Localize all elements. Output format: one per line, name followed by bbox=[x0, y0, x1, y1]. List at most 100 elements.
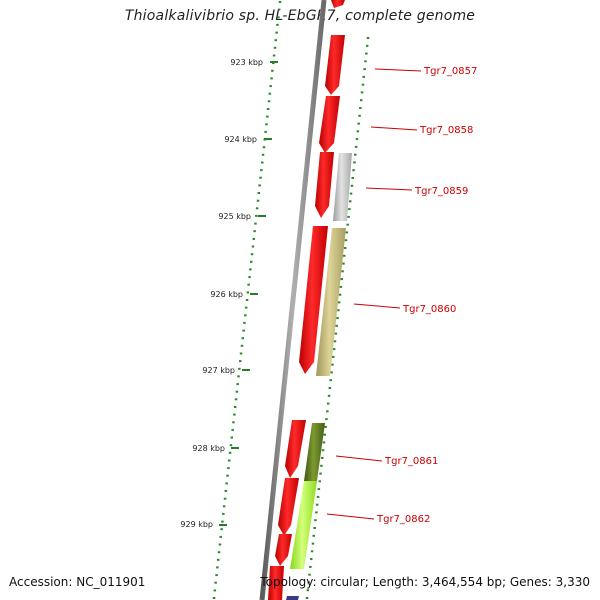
ruler-dot bbox=[338, 293, 342, 296]
ruler-dot bbox=[240, 344, 244, 347]
ruler-dot bbox=[249, 268, 252, 271]
gene-label[interactable]: Tgr7_0858 bbox=[419, 125, 473, 136]
ruler-dot bbox=[212, 597, 216, 599]
ruler-dot bbox=[219, 535, 222, 538]
gene-arrow[interactable] bbox=[275, 534, 292, 566]
ruler-dot bbox=[339, 285, 343, 288]
ruler-dot bbox=[261, 153, 265, 156]
ruler-dot bbox=[341, 270, 344, 273]
ruler-dot bbox=[241, 337, 244, 340]
ruler-dot bbox=[343, 254, 346, 257]
ruler-dotted-arc-inner bbox=[212, 1, 282, 599]
ruler-dot bbox=[232, 421, 235, 424]
cog-block[interactable] bbox=[316, 228, 346, 376]
ruler-dot bbox=[321, 457, 324, 459]
ruler-dot bbox=[266, 115, 269, 118]
ruler-dot bbox=[320, 464, 323, 467]
accession-label: Accession: NC_011901 bbox=[9, 575, 146, 589]
ruler-dot bbox=[333, 340, 337, 343]
gene-arrow[interactable] bbox=[285, 420, 306, 478]
ruler-dot bbox=[334, 332, 338, 335]
ruler-dot bbox=[349, 192, 353, 195]
ruler-tick-label: 927 kbp bbox=[202, 366, 235, 375]
ruler-dot bbox=[217, 558, 220, 561]
ruler-dot bbox=[234, 398, 238, 401]
ruler-dot bbox=[237, 375, 240, 378]
ruler-dot bbox=[344, 239, 348, 242]
ruler-dot bbox=[314, 519, 317, 522]
gene-arrow[interactable] bbox=[319, 96, 340, 153]
ruler-dot bbox=[337, 309, 340, 312]
gene-label[interactable]: Tgr7_0862 bbox=[376, 514, 430, 525]
ruler-dot bbox=[252, 237, 255, 240]
gene-arrow[interactable] bbox=[278, 478, 299, 536]
ruler-dot bbox=[340, 278, 343, 281]
gene-arrow[interactable] bbox=[299, 226, 328, 374]
gene-arrow[interactable] bbox=[268, 566, 284, 600]
ruler-dot bbox=[360, 91, 364, 94]
ruler-dot bbox=[325, 418, 328, 421]
ruler-dot bbox=[315, 503, 319, 506]
ruler-dot bbox=[360, 99, 363, 102]
kbp-ruler: 923 kbp 924 kbp 925 kbp 926 kbp 927 kbp … bbox=[180, 58, 278, 529]
cog-block[interactable] bbox=[333, 153, 352, 221]
ruler-dot bbox=[348, 208, 351, 211]
ruler-dot bbox=[354, 153, 357, 156]
ruler-dot bbox=[264, 130, 267, 133]
gene-label[interactable]: Tgr7_0857 bbox=[423, 66, 477, 77]
ruler-dot bbox=[349, 200, 352, 203]
ruler-dot bbox=[269, 85, 272, 88]
ruler-dot bbox=[310, 558, 313, 561]
gene-label[interactable]: Tgr7_0859 bbox=[414, 186, 468, 197]
gene-arrow[interactable] bbox=[331, 0, 345, 8]
ruler-dot bbox=[265, 123, 268, 126]
gene-label[interactable]: Tgr7_0860 bbox=[402, 304, 456, 315]
ruler-dot bbox=[228, 459, 231, 462]
ruler-dot bbox=[366, 37, 370, 39]
ruler-dot bbox=[236, 383, 239, 386]
ruler-dot bbox=[229, 444, 233, 447]
ruler-tick-label: 928 kbp bbox=[192, 444, 225, 453]
ruler-dot bbox=[323, 433, 326, 436]
ruler-dot bbox=[244, 314, 247, 317]
ruler-dot bbox=[331, 363, 334, 366]
ruler-dot bbox=[250, 260, 253, 263]
cog-block[interactable] bbox=[290, 481, 317, 569]
cog-block[interactable] bbox=[304, 423, 325, 481]
ruler-dot bbox=[225, 482, 228, 485]
gene-label[interactable]: Tgr7_0861 bbox=[384, 456, 438, 467]
ruler-dot bbox=[343, 247, 347, 249]
leader-line bbox=[353, 303, 401, 309]
ruler-dot bbox=[215, 574, 218, 577]
ruler-dot bbox=[335, 324, 338, 327]
leader-line bbox=[335, 455, 383, 462]
gene-arrow[interactable] bbox=[315, 152, 334, 218]
ruler-dot bbox=[233, 413, 236, 416]
ruler-tick-label: 929 kbp bbox=[180, 520, 213, 529]
ruler-dot bbox=[216, 566, 219, 569]
ruler-dot bbox=[277, 16, 280, 19]
ruler-dot bbox=[238, 367, 241, 370]
ruler-dot bbox=[271, 69, 274, 72]
ruler-dot bbox=[277, 8, 281, 11]
ruler-dot bbox=[243, 321, 246, 324]
ruler-dot bbox=[266, 108, 270, 110]
ruler-dot bbox=[353, 161, 356, 164]
ruler-dot bbox=[231, 428, 234, 431]
ruler-dot bbox=[260, 169, 263, 172]
ruler-tick-label: 923 kbp bbox=[230, 58, 263, 67]
genome-summary: Topology: circular; Length: 3,464,554 bp… bbox=[260, 575, 590, 589]
ruler-dot bbox=[222, 505, 226, 508]
ruler-dot bbox=[322, 441, 326, 444]
ruler-dot bbox=[307, 581, 310, 584]
ruler-dot bbox=[235, 390, 239, 393]
ruler-dot bbox=[257, 192, 261, 194]
ruler-dot bbox=[361, 83, 365, 86]
cog-block[interactable] bbox=[286, 596, 299, 600]
ruler-dotted-arc-outer bbox=[305, 37, 370, 599]
ruler-dot bbox=[359, 107, 362, 109]
leader-line bbox=[374, 68, 422, 72]
ruler-dot bbox=[327, 394, 331, 397]
gene-arrow[interactable] bbox=[325, 35, 345, 95]
